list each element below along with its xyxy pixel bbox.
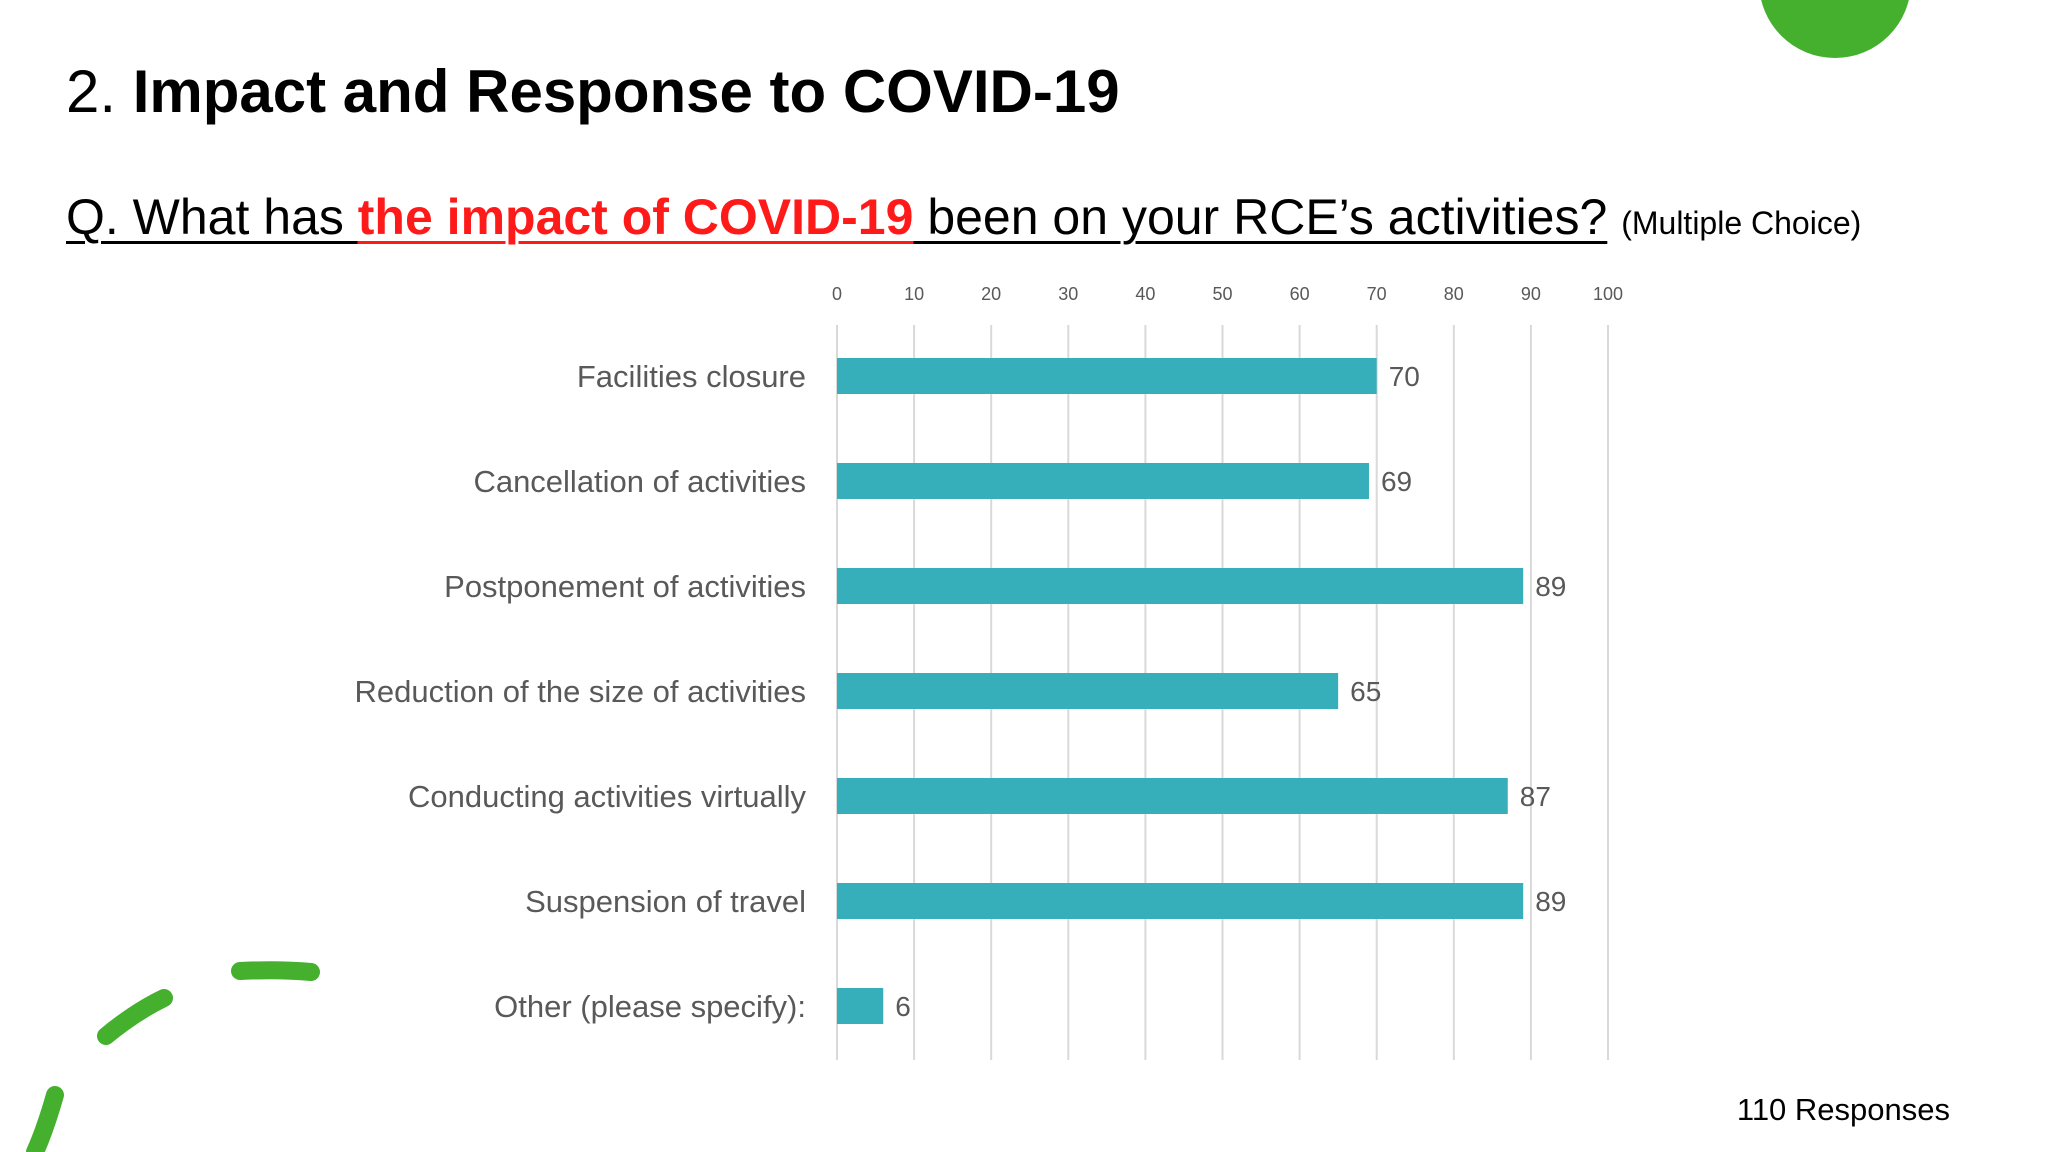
title-number: 2. [66,58,117,125]
green-circle-decoration [1761,0,1909,58]
bar [837,358,1377,394]
data-label: 6 [895,991,911,1022]
x-tick-label: 30 [1058,284,1078,304]
bar [837,988,884,1024]
bar [837,463,1369,499]
x-tick-label: 60 [1290,284,1310,304]
x-tick-label: 90 [1521,284,1541,304]
question-prefix: Q. What has [66,189,358,245]
green-dash-decoration [97,989,173,1045]
bar [837,673,1339,709]
x-tick-label: 80 [1444,284,1464,304]
green-dash-decoration [231,961,320,981]
category-label: Postponement of activities [444,569,806,604]
data-label: 70 [1389,361,1420,392]
bar [837,883,1524,919]
slide-title: 2. Impact and Response to COVID-19 [66,56,1120,128]
category-label: Facilities closure [577,359,806,394]
category-label: Suspension of travel [525,884,806,919]
bar-chart: 0 10 20 30 40 50 60 70 80 90 100 Facilities closure… [355,284,1623,1060]
category-label: Reduction of the size of activities [355,674,806,709]
bar [837,568,1524,604]
question-note: (Multiple Choice) [1621,205,1862,241]
data-label: 69 [1381,466,1412,497]
data-label: 87 [1520,781,1551,812]
x-tick-label: 0 [832,284,842,304]
data-label: 89 [1535,571,1566,602]
category-label: Cancellation of activities [473,464,806,499]
title-text: Impact and Response to COVID-19 [132,58,1120,125]
data-label: 65 [1350,676,1381,707]
responses-count: 110 Responses [1736,1092,1950,1127]
question-highlight: the impact of COVID-19 [357,189,914,245]
data-label: 89 [1535,886,1566,917]
category-label: Conducting activities virtually [408,779,807,814]
category-label: Other (please specify): [494,989,806,1024]
bar [837,778,1508,814]
x-tick-label: 40 [1135,284,1155,304]
green-dashed-arc-decoration [26,1086,64,1152]
x-tick-label: 50 [1212,284,1232,304]
x-tick-label: 70 [1367,284,1387,304]
question-suffix: been on your RCE’s activities? [913,189,1608,245]
x-tick-label: 10 [904,284,924,304]
x-tick-label: 20 [981,284,1001,304]
question-line: Q. What has the impact of COVID-19 been … [66,186,1861,254]
x-tick-label: 100 [1593,284,1623,304]
